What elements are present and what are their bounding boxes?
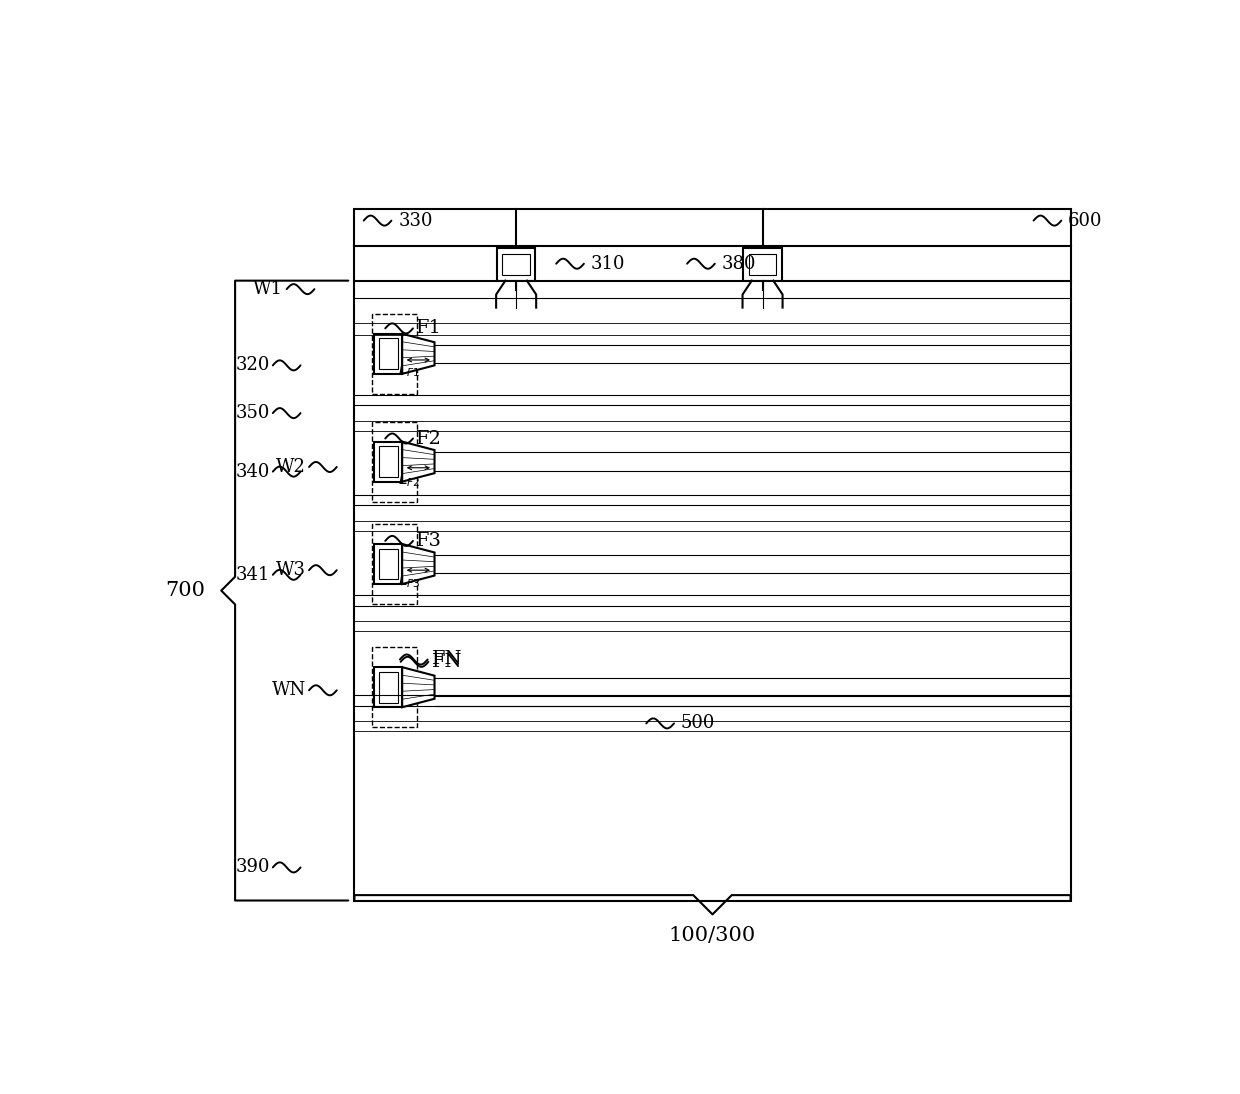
FancyBboxPatch shape xyxy=(374,544,402,584)
FancyBboxPatch shape xyxy=(743,248,781,281)
Text: W1: W1 xyxy=(253,280,283,299)
Text: F3: F3 xyxy=(417,532,441,550)
Text: 700: 700 xyxy=(165,581,205,601)
Text: 350: 350 xyxy=(236,404,270,422)
Text: $L_{F3}$: $L_{F3}$ xyxy=(398,571,420,591)
Text: $L_{F2}$: $L_{F2}$ xyxy=(398,470,420,489)
FancyBboxPatch shape xyxy=(749,254,776,276)
Text: 320: 320 xyxy=(236,357,270,374)
Text: 500: 500 xyxy=(681,714,714,732)
Text: W2: W2 xyxy=(277,458,306,476)
FancyBboxPatch shape xyxy=(379,446,398,477)
Text: 600: 600 xyxy=(1068,211,1102,230)
Text: 380: 380 xyxy=(722,255,756,272)
Text: F2: F2 xyxy=(417,430,441,447)
FancyBboxPatch shape xyxy=(502,254,529,276)
Text: F1: F1 xyxy=(417,319,441,337)
FancyBboxPatch shape xyxy=(355,209,1070,246)
FancyBboxPatch shape xyxy=(379,672,398,702)
Text: FN: FN xyxy=(432,651,463,668)
FancyBboxPatch shape xyxy=(374,442,402,481)
FancyBboxPatch shape xyxy=(379,338,398,369)
Text: FN: FN xyxy=(432,653,463,671)
Polygon shape xyxy=(402,544,434,584)
Text: 310: 310 xyxy=(590,255,625,272)
FancyBboxPatch shape xyxy=(374,334,402,374)
FancyBboxPatch shape xyxy=(497,248,536,281)
Text: WN: WN xyxy=(272,682,306,699)
Polygon shape xyxy=(402,334,434,374)
FancyBboxPatch shape xyxy=(355,281,1070,900)
Text: 341: 341 xyxy=(236,566,270,584)
Text: 340: 340 xyxy=(236,463,270,480)
Polygon shape xyxy=(402,442,434,481)
Text: 100/300: 100/300 xyxy=(668,927,756,945)
Text: 330: 330 xyxy=(398,211,433,230)
Text: W3: W3 xyxy=(277,561,306,579)
Text: $L_{F1}$: $L_{F1}$ xyxy=(398,360,420,379)
FancyBboxPatch shape xyxy=(374,667,402,707)
FancyBboxPatch shape xyxy=(379,548,398,580)
Text: 390: 390 xyxy=(236,859,270,876)
Polygon shape xyxy=(402,667,434,707)
